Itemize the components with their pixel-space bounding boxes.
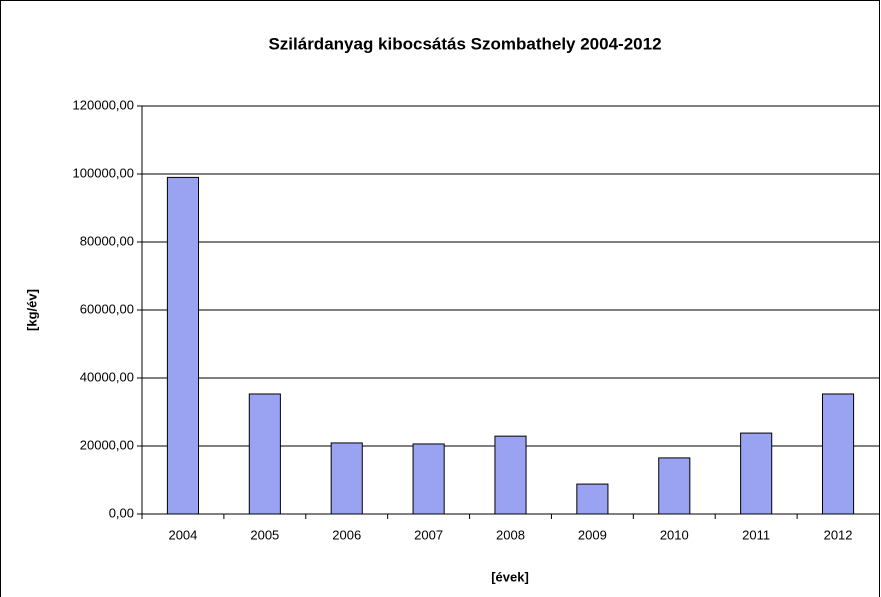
- y-tick-label: 40000,00: [80, 369, 134, 384]
- x-axis-title: [évek]: [491, 569, 529, 584]
- bar: [821, 393, 855, 515]
- bar: [166, 176, 200, 515]
- bar: [494, 435, 527, 515]
- y-tick-label: 100000,00: [73, 165, 134, 180]
- x-tick-label: 2009: [578, 527, 607, 542]
- y-tick-label: 20000,00: [80, 437, 134, 452]
- chart-title: Szilárdanyag kibocsátás Szombathely 2004…: [268, 34, 661, 53]
- bar: [740, 432, 773, 515]
- x-tick-label: 2007: [414, 527, 443, 542]
- x-tick-label: 2006: [332, 527, 361, 542]
- x-tick-label: 2010: [660, 527, 689, 542]
- bar: [576, 483, 609, 515]
- x-tick-label: 2005: [250, 527, 279, 542]
- x-tick-label: 2008: [496, 527, 525, 542]
- x-tick-label: 2012: [824, 527, 853, 542]
- x-tick-label: 2011: [742, 527, 770, 542]
- bar: [248, 393, 281, 515]
- x-tick-label: 2004: [168, 527, 197, 542]
- y-tick-label: 80000,00: [80, 233, 134, 248]
- y-tick-label: 0,00: [109, 505, 134, 520]
- bar: [412, 443, 445, 515]
- y-tick-label: 120000,00: [73, 97, 134, 112]
- bar: [658, 457, 691, 515]
- y-axis-title: [kg/év]: [24, 289, 39, 331]
- y-tick-label: 60000,00: [80, 301, 134, 316]
- bar: [330, 442, 363, 515]
